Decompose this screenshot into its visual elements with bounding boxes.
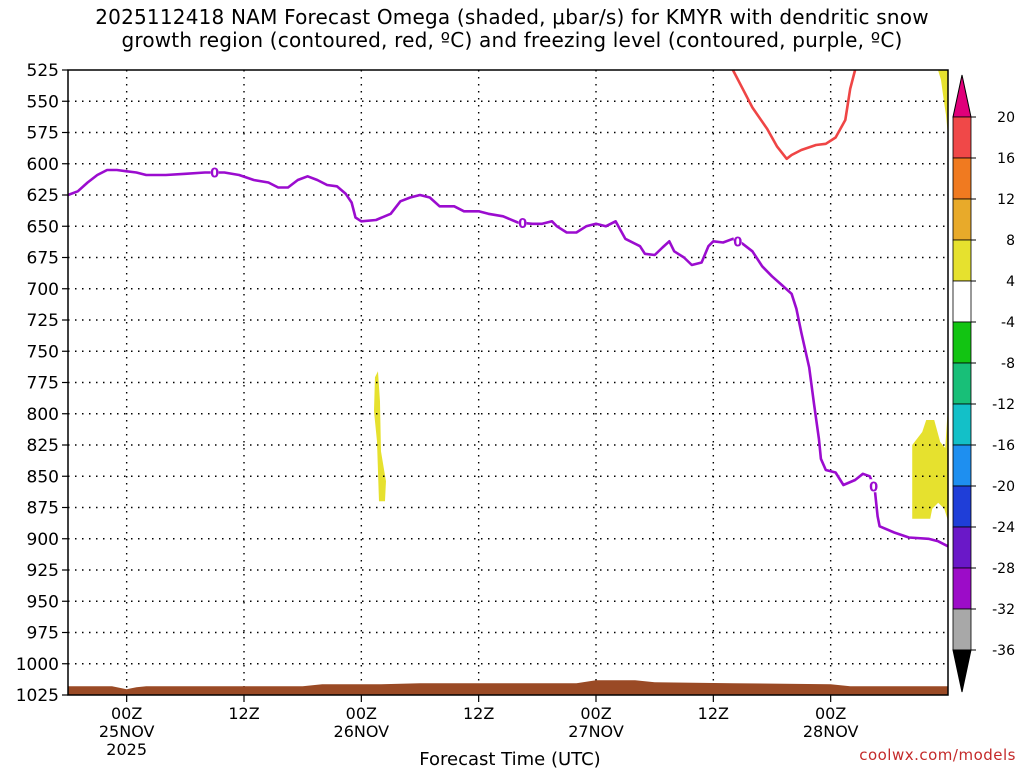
x-tick-label: 00Z (111, 704, 142, 723)
y-tick-label: 825 (27, 436, 59, 456)
contour-label: 0 (210, 167, 219, 182)
colorbar-bin (952, 485, 972, 528)
colorbar-label: -36 (992, 643, 1015, 659)
x-tick-date-label: 28NOV (803, 722, 859, 741)
colorbar-bin (952, 567, 972, 610)
omega-shading-layer (373, 70, 954, 521)
y-tick-label: 1025 (16, 686, 59, 706)
y-axis: 525 550 575 600 625 650 675 700 725 750 775 800 825 8… (16, 61, 68, 706)
y-tick-label: 725 (27, 311, 59, 331)
y-tick-label: 775 (27, 374, 59, 394)
y-tick-label: 950 (27, 592, 59, 612)
x-tick-label: 12Z (698, 704, 729, 723)
colorbar-label: -24 (992, 520, 1015, 536)
colorbar-label: -4 (1001, 315, 1015, 331)
x-tick-label: 12Z (463, 704, 494, 723)
colorbar-bin (952, 526, 972, 569)
y-tick-label: 600 (27, 155, 59, 175)
y-tick-label: 750 (27, 342, 59, 362)
colorbar-bin (952, 362, 972, 405)
colorbar-bin (952, 321, 972, 364)
chart-title-line-2: growth region (contoured, red, ºC) and f… (121, 28, 903, 52)
colorbar-label: -12 (992, 397, 1015, 413)
y-tick-label: 1000 (16, 655, 59, 675)
colorbar-label: 12 (997, 192, 1015, 208)
x-axis-label: Forecast Time (UTC) (419, 749, 600, 768)
x-tick-date-label: 26NOV (334, 722, 390, 741)
colorbar-label: 20 (997, 110, 1015, 126)
colorbar-bin (952, 280, 972, 323)
colorbar-bin (952, 239, 972, 282)
colorbar-label: -16 (992, 438, 1015, 454)
colorbar-bin (952, 444, 972, 487)
dendritic-growth-contour (731, 69, 857, 161)
y-tick-label: 575 (27, 124, 59, 144)
colorbar-label: -8 (1001, 356, 1015, 372)
y-tick-label: 625 (27, 186, 59, 206)
colorbar-label: -32 (992, 602, 1015, 618)
terrain-layer (68, 680, 948, 695)
colorbar-bin (952, 116, 972, 159)
colorbar-label: 4 (1006, 274, 1015, 290)
y-tick-label: 900 (27, 530, 59, 550)
x-tick-label: 00Z (815, 704, 846, 723)
gridlines (68, 70, 948, 695)
y-tick-label: 550 (27, 92, 59, 112)
contour-label: 0 (869, 480, 878, 495)
omega-shade-region (373, 371, 386, 502)
y-tick-label: 975 (27, 624, 59, 644)
colorbar-label: -28 (992, 561, 1015, 577)
colorbar-label: 8 (1006, 233, 1015, 249)
chart-title: 2025112418 NAM Forecast Omega (shaded, μ… (0, 6, 1024, 52)
x-tick-year-label: 2025 (106, 740, 147, 759)
y-tick-label: 700 (27, 280, 59, 300)
colorbar: 20 16 12 8 4 -4 -8 -12 -16 -20 -24 -28 -32 -36 (952, 74, 1015, 693)
x-tick-label: 00Z (580, 704, 611, 723)
y-tick-label: 525 (27, 61, 59, 81)
x-tick-label: 12Z (228, 704, 259, 723)
chart-title-line-1: 2025112418 NAM Forecast Omega (shaded, μ… (95, 5, 929, 29)
contour-label-bg (733, 234, 742, 248)
y-tick-label: 675 (27, 249, 59, 269)
omega-shade-region (938, 70, 954, 137)
colorbar-bin (952, 157, 972, 200)
contour-label: 0 (733, 235, 742, 250)
terrain-fill (68, 680, 948, 695)
colorbar-bin (952, 608, 972, 651)
contour-label: 0 (518, 217, 527, 232)
x-tick-date-label: 27NOV (568, 722, 624, 741)
contour-label-bg (869, 479, 878, 493)
contour-label-bg (210, 165, 219, 179)
colorbar-top-triangle (952, 74, 972, 118)
y-tick-label: 650 (27, 217, 59, 237)
colorbar-bin (952, 403, 972, 446)
omega-shade-region (912, 390, 949, 521)
freezing-level-contour (67, 168, 949, 548)
credit-text: coolwx.com/models (859, 746, 1016, 764)
colorbar-bottom-triangle (952, 649, 972, 693)
colorbar-label: 16 (997, 151, 1015, 167)
contour-layer: 0 0 0 0 (67, 69, 949, 548)
y-tick-label: 800 (27, 405, 59, 425)
y-tick-label: 875 (27, 499, 59, 519)
contour-label-bg (518, 215, 527, 229)
colorbar-label: -20 (992, 479, 1015, 495)
plot-frame (67, 69, 949, 696)
x-tick-date-label: 25NOV (99, 722, 155, 741)
y-tick-label: 925 (27, 561, 59, 581)
y-tick-label: 850 (27, 467, 59, 487)
x-tick-label: 00Z (346, 704, 377, 723)
colorbar-bin (952, 198, 972, 241)
